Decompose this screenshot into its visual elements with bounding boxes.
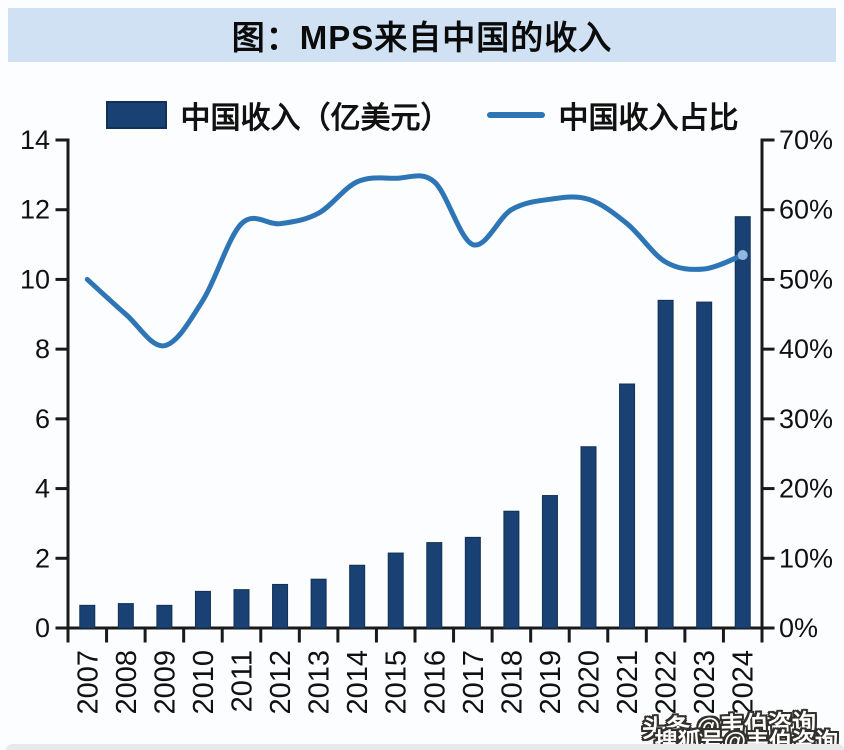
x-axis-year-label: 2016 xyxy=(419,650,451,715)
x-axis-year-label: 2015 xyxy=(381,650,413,715)
line-swatch-icon xyxy=(486,112,545,118)
left-axis-tick-label: 12 xyxy=(20,195,50,225)
left-axis-tick-label: 14 xyxy=(20,125,50,155)
x-axis-year-label: 2019 xyxy=(535,650,567,715)
bar-2014 xyxy=(349,564,366,629)
x-axis-year-label: 2023 xyxy=(689,650,721,715)
x-axis-year-label: 2017 xyxy=(458,650,490,715)
right-axis-tick-label: 30% xyxy=(779,404,833,434)
bar-2020 xyxy=(580,446,597,629)
right-axis-tick-label: 50% xyxy=(779,264,833,294)
legend-item-bar: 中国收入（亿美元） xyxy=(105,93,451,137)
left-axis-tick-label: 6 xyxy=(35,404,50,434)
bar-2015 xyxy=(387,552,404,629)
right-axis-tick-label: 10% xyxy=(779,543,833,573)
left-axis-tick-label: 2 xyxy=(35,543,50,573)
bar-2021 xyxy=(619,383,636,629)
bar-2023 xyxy=(696,301,713,629)
right-axis-tick-label: 20% xyxy=(779,474,833,504)
x-axis-year-label: 2008 xyxy=(111,650,143,715)
bar-2018 xyxy=(503,510,520,629)
chart-title: 图：MPS来自中国的收入 xyxy=(231,19,613,56)
legend-item-line: 中国收入占比 xyxy=(486,93,739,137)
x-axis-year-label: 2020 xyxy=(574,650,606,715)
x-axis-year-label: 2011 xyxy=(227,650,259,712)
right-axis-tick-label: 60% xyxy=(779,195,833,225)
left-axis-tick-label: 8 xyxy=(35,334,50,364)
bar-2024 xyxy=(734,216,751,629)
x-axis-year-label: 2012 xyxy=(265,650,297,715)
legend-bar-label: 中国收入（亿美元） xyxy=(180,102,451,135)
bar-2010 xyxy=(194,590,211,629)
bar-2022 xyxy=(657,299,674,629)
bottom-edge-strip xyxy=(6,744,844,750)
left-axis-tick-label: 0 xyxy=(35,613,50,643)
x-axis-year-label: 2022 xyxy=(651,650,683,715)
x-axis-year-label: 2018 xyxy=(496,650,528,715)
x-axis-year-label: 2013 xyxy=(304,650,336,715)
right-axis-tick-label: 40% xyxy=(779,334,833,364)
x-axis-year-label: 2007 xyxy=(72,650,104,715)
bar-2019 xyxy=(541,495,558,629)
left-axis-tick-label: 10 xyxy=(20,264,50,294)
left-axis-tick-label: 4 xyxy=(35,474,50,504)
bar-2017 xyxy=(464,536,481,629)
right-axis-tick-label: 0% xyxy=(779,613,818,643)
bar-2016 xyxy=(426,542,443,629)
x-axis-year-label: 2024 xyxy=(728,650,760,715)
line-series-path xyxy=(84,173,746,349)
legend: 中国收入（亿美元） 中国收入占比 xyxy=(0,92,844,138)
line-end-marker xyxy=(737,250,748,261)
x-axis-year-label: 2010 xyxy=(188,650,220,715)
bar-2012 xyxy=(272,583,289,629)
x-axis-year-label: 2021 xyxy=(612,650,644,715)
bar-2011 xyxy=(233,589,250,629)
bar-2013 xyxy=(310,578,327,629)
bar-2009 xyxy=(156,604,173,629)
right-axis-tick-label: 70% xyxy=(779,125,833,155)
chart-title-band: 图：MPS来自中国的收入 xyxy=(8,8,836,62)
x-axis-year-label: 2009 xyxy=(149,650,181,715)
bar-2008 xyxy=(117,603,134,629)
x-axis-year-label: 2014 xyxy=(342,650,374,715)
bar-swatch-icon xyxy=(105,101,167,129)
bar-2007 xyxy=(79,604,96,629)
legend-line-label: 中国收入占比 xyxy=(558,102,739,135)
